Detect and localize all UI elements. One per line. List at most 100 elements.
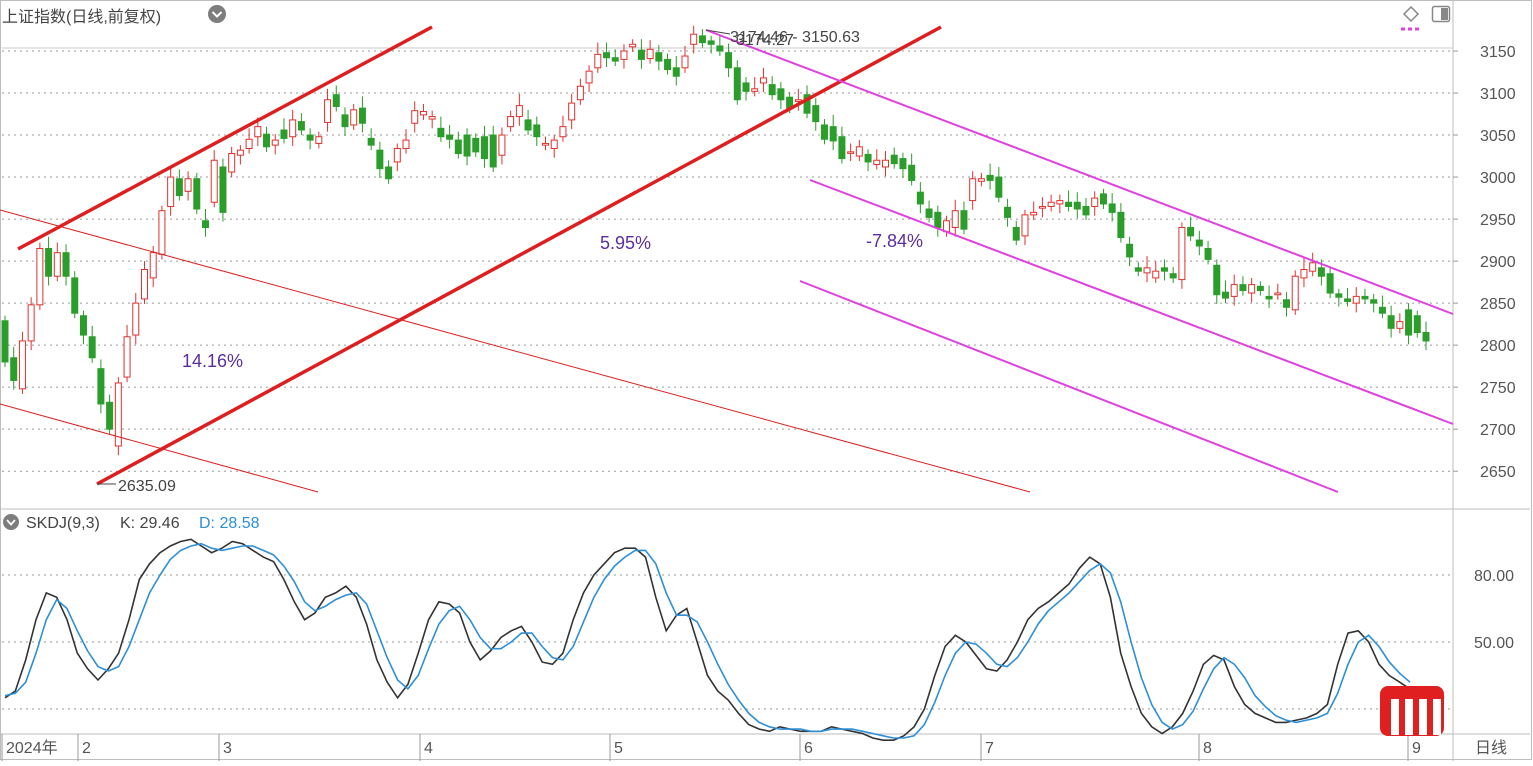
candle-body: [733, 67, 741, 101]
candle-body: [10, 357, 18, 381]
candle-body: [716, 45, 724, 52]
candle-body: [576, 85, 584, 101]
candle-body: [62, 252, 70, 277]
candle-body: [88, 336, 96, 359]
candle-body: [271, 139, 279, 146]
month-label: 5: [614, 740, 623, 757]
candle-body: [1248, 284, 1256, 294]
price-tick-label: 2700: [1480, 422, 1516, 439]
candle-body: [411, 110, 419, 124]
candle-body: [725, 52, 733, 69]
candle-body: [759, 77, 767, 84]
candle-body: [1405, 309, 1413, 336]
candle-body: [228, 153, 236, 173]
candle-body: [472, 137, 480, 153]
candle-body: [916, 191, 924, 205]
candle-body: [881, 159, 889, 168]
down-channel-upper: [705, 29, 1454, 315]
candle-body: [1195, 239, 1203, 247]
candle-body: [777, 88, 785, 101]
candle-body: [1291, 275, 1299, 311]
month-label: 9: [1412, 740, 1421, 757]
candle-body: [1160, 267, 1168, 272]
candle-body: [1413, 315, 1421, 334]
candle-body: [812, 105, 820, 123]
candle-body: [1012, 226, 1020, 241]
candle-body: [1091, 197, 1099, 207]
candle-body: [175, 178, 183, 197]
candle-body: [803, 94, 811, 114]
candles-group: [1, 25, 1430, 456]
candle-body: [289, 119, 297, 138]
candle-body: [1204, 247, 1212, 260]
candle-body: [690, 33, 698, 45]
candle-body: [18, 340, 26, 390]
candle-body: [480, 136, 488, 160]
candle-body: [568, 102, 576, 121]
candle-body: [629, 43, 637, 48]
price-tick-label: 3000: [1480, 170, 1516, 187]
candle-body: [36, 247, 44, 306]
candle-body: [1213, 264, 1221, 296]
candle-body: [1256, 285, 1264, 292]
channel-upper-line: [17, 25, 433, 251]
candle-body: [437, 127, 445, 138]
candle-body: [698, 35, 706, 44]
candle-body: [376, 149, 384, 170]
candle-body: [655, 52, 663, 62]
candle-body: [385, 166, 393, 180]
candle-body: [542, 142, 550, 146]
panel-toggle-icon[interactable]: [1431, 5, 1451, 23]
candle-body: [1265, 295, 1273, 300]
chevron-down-icon[interactable]: [207, 4, 227, 24]
candle-body: [332, 94, 340, 107]
candle-body: [210, 159, 218, 203]
pct-up-label: 14.16%: [182, 351, 243, 371]
candle-body: [1065, 201, 1073, 207]
candle-body: [71, 277, 79, 314]
candle-body: [707, 40, 715, 45]
price-tick-label: 2750: [1480, 380, 1516, 397]
month-label: 2: [82, 740, 91, 757]
k-line: [4, 538, 1411, 742]
candle-body: [106, 401, 114, 430]
candle-body: [1187, 226, 1195, 237]
candle-body: [1422, 332, 1430, 342]
candle-body: [1300, 269, 1308, 279]
month-label: 6: [804, 740, 813, 757]
candle-body: [1283, 299, 1291, 308]
candle-body: [1396, 321, 1404, 329]
pct-down-label: -7.84%: [866, 231, 923, 251]
candle-body: [751, 88, 759, 92]
candle-body: [742, 82, 750, 92]
candle-body: [489, 134, 497, 168]
candle-body: [899, 158, 907, 170]
candle-body: [297, 121, 305, 131]
down-channel-lower: [799, 280, 1339, 493]
candle-body: [908, 164, 916, 181]
candle-body: [934, 211, 942, 228]
candle-body: [620, 50, 628, 60]
candle-body: [1099, 193, 1107, 205]
candle-body: [585, 70, 593, 84]
candle-body: [873, 159, 881, 165]
diamond-icon[interactable]: [1401, 5, 1421, 31]
chart-title: 上证指数(日线,前复权): [2, 9, 162, 26]
price-tick-label: 2650: [1480, 464, 1516, 481]
candle-body: [864, 153, 872, 163]
candle-body: [367, 137, 375, 146]
candle-body: [1239, 284, 1247, 292]
candle-body: [1230, 284, 1238, 297]
indicator-menu-icon: [3, 514, 19, 530]
candle-body: [1221, 291, 1229, 299]
month-label: 4: [424, 740, 433, 757]
candle-body: [925, 208, 933, 218]
candle-body: [890, 154, 898, 165]
d-value-label: D: 28.58: [199, 515, 260, 532]
candle-body: [454, 139, 462, 155]
candle-body: [236, 149, 244, 156]
candle-body: [838, 136, 846, 160]
candle-body: [167, 176, 175, 207]
candle-body: [611, 57, 619, 62]
